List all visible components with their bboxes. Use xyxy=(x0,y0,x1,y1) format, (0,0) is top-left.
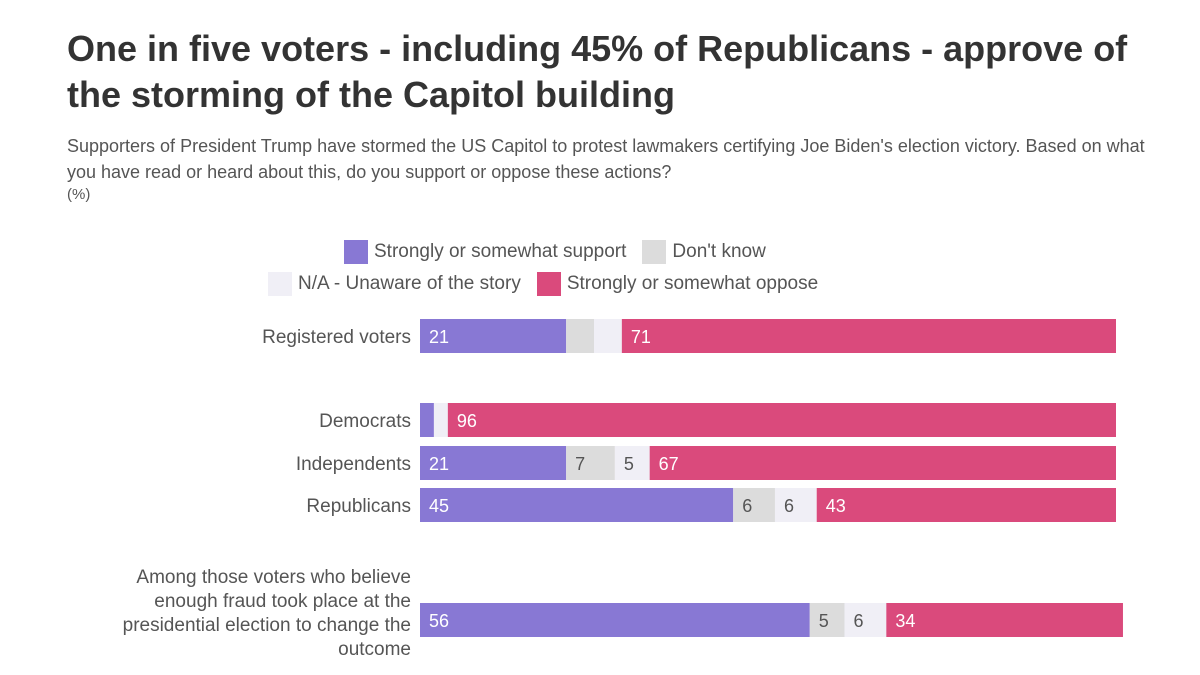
category-label-line: outcome xyxy=(338,639,411,660)
bar-row-1: Democrats 96 xyxy=(319,403,1117,437)
data-label-strongly-or-somewhat-oppose: 34 xyxy=(895,611,915,631)
legend-label-dont-know: Don't know xyxy=(672,241,766,262)
data-label-strongly-or-somewhat-oppose: 67 xyxy=(659,454,679,474)
category-label-line: presidential election to change the xyxy=(123,615,411,636)
bar-segment-strongly-or-somewhat-support[interactable] xyxy=(420,403,434,437)
data-label-n-a-unaware-of-the-story: 6 xyxy=(854,611,864,631)
bar-segment-n-a-unaware-of-the-story[interactable] xyxy=(844,603,887,637)
data-label-don-t-know: 7 xyxy=(575,454,585,474)
legend-swatch-unaware xyxy=(268,272,292,296)
bar-segment-don-t-know[interactable] xyxy=(566,446,615,480)
unit-label: (%) xyxy=(67,186,91,203)
legend-item-unaware[interactable]: N/A - Unaware of the story xyxy=(268,272,521,296)
data-label-don-t-know: 5 xyxy=(819,611,829,631)
data-label-strongly-or-somewhat-support: 21 xyxy=(429,454,449,474)
legend-row-2: N/A - Unaware of the story Strongly or s… xyxy=(268,272,834,296)
question-text: Supporters of President Trump have storm… xyxy=(67,136,1145,182)
category-label: Democrats xyxy=(319,411,411,432)
data-label-strongly-or-somewhat-oppose: 71 xyxy=(631,327,651,347)
bar-segment-strongly-or-somewhat-support[interactable] xyxy=(420,603,810,637)
bar-segment-n-a-unaware-of-the-story[interactable] xyxy=(614,446,650,480)
bar-segment-don-t-know[interactable] xyxy=(733,488,775,522)
data-label-n-a-unaware-of-the-story: 6 xyxy=(784,496,794,516)
bar-segment-strongly-or-somewhat-oppose[interactable] xyxy=(886,603,1123,637)
bar-segment-strongly-or-somewhat-oppose[interactable] xyxy=(649,446,1116,480)
legend-swatch-oppose xyxy=(536,272,561,296)
category-label-line: enough fraud took place at the xyxy=(154,591,411,612)
category-label-line: Among those voters who believe xyxy=(136,567,411,588)
legend-label-unaware: N/A - Unaware of the story xyxy=(298,273,521,294)
chart-subtitle: Supporters of President Trump have storm… xyxy=(67,133,1147,205)
category-label: Independents xyxy=(296,454,411,475)
bar-segment-strongly-or-somewhat-support[interactable] xyxy=(420,446,567,480)
category-label: Registered voters xyxy=(262,327,411,348)
bar-segment-don-t-know[interactable] xyxy=(566,319,594,353)
legend-swatch-dont-know xyxy=(642,240,667,264)
legend-label-oppose: Strongly or somewhat oppose xyxy=(566,273,819,294)
category-label: Among those voters who believe enough fra… xyxy=(123,567,411,660)
bar-segment-strongly-or-somewhat-support[interactable] xyxy=(420,488,734,522)
category-label: Republicans xyxy=(306,496,411,517)
data-label-strongly-or-somewhat-oppose: 96 xyxy=(457,411,477,431)
data-label-strongly-or-somewhat-support: 56 xyxy=(429,611,449,631)
data-label-don-t-know: 6 xyxy=(742,496,752,516)
data-label-strongly-or-somewhat-oppose: 43 xyxy=(826,496,846,516)
legend-item-dont-know[interactable]: Don't know xyxy=(642,240,766,264)
data-label-strongly-or-somewhat-support: 21 xyxy=(429,327,449,347)
legend-item-support[interactable]: Strongly or somewhat support xyxy=(344,240,626,264)
data-label-strongly-or-somewhat-support: 45 xyxy=(429,496,449,516)
bar-segment-n-a-unaware-of-the-story[interactable] xyxy=(433,403,448,437)
bar-segment-don-t-know[interactable] xyxy=(809,603,845,637)
bar-row-4: Among those voters who believe enough fra… xyxy=(123,567,1123,660)
bar-segment-strongly-or-somewhat-oppose[interactable] xyxy=(621,319,1116,353)
bar-segment-n-a-unaware-of-the-story[interactable] xyxy=(594,319,622,353)
bar-row-3: Republicans 45 6 6 43 xyxy=(306,488,1116,522)
legend-label-support: Strongly or somewhat support xyxy=(374,241,627,262)
bar-segment-strongly-or-somewhat-oppose[interactable] xyxy=(816,488,1116,522)
bar-row-2: Independents 21 7 5 67 xyxy=(296,446,1116,480)
legend-item-oppose[interactable]: Strongly or somewhat oppose xyxy=(536,272,819,296)
legend-swatch-support xyxy=(344,240,368,264)
bar-segment-strongly-or-somewhat-support[interactable] xyxy=(420,319,567,353)
chart-title: One in five voters - including 45% of Re… xyxy=(67,28,1128,115)
bar-segment-strongly-or-somewhat-oppose[interactable] xyxy=(447,403,1117,437)
data-label-n-a-unaware-of-the-story: 5 xyxy=(624,454,634,474)
bar-row-0: Registered voters 21 71 xyxy=(262,319,1116,353)
bar-segment-n-a-unaware-of-the-story[interactable] xyxy=(774,488,817,522)
legend-row-1: Strongly or somewhat support Don't know xyxy=(344,240,782,264)
